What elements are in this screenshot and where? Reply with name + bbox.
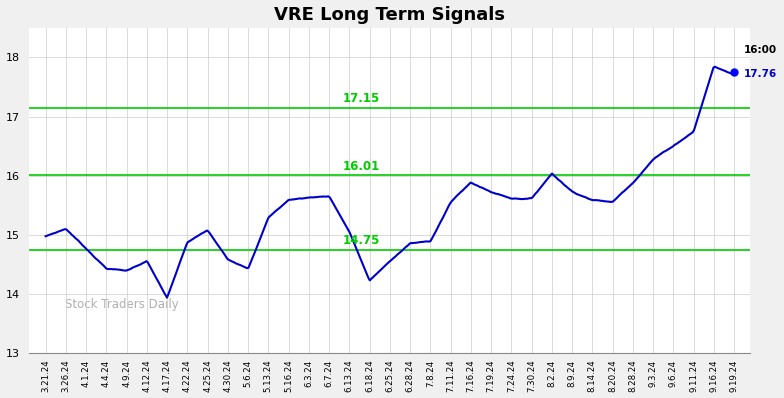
Text: 14.75: 14.75 (343, 234, 379, 248)
Text: 17.76: 17.76 (744, 69, 778, 79)
Text: Stock Traders Daily: Stock Traders Daily (65, 298, 180, 311)
Text: 17.15: 17.15 (343, 92, 379, 105)
Title: VRE Long Term Signals: VRE Long Term Signals (274, 6, 506, 23)
Text: 16:00: 16:00 (744, 45, 778, 55)
Text: 16.01: 16.01 (343, 160, 379, 173)
